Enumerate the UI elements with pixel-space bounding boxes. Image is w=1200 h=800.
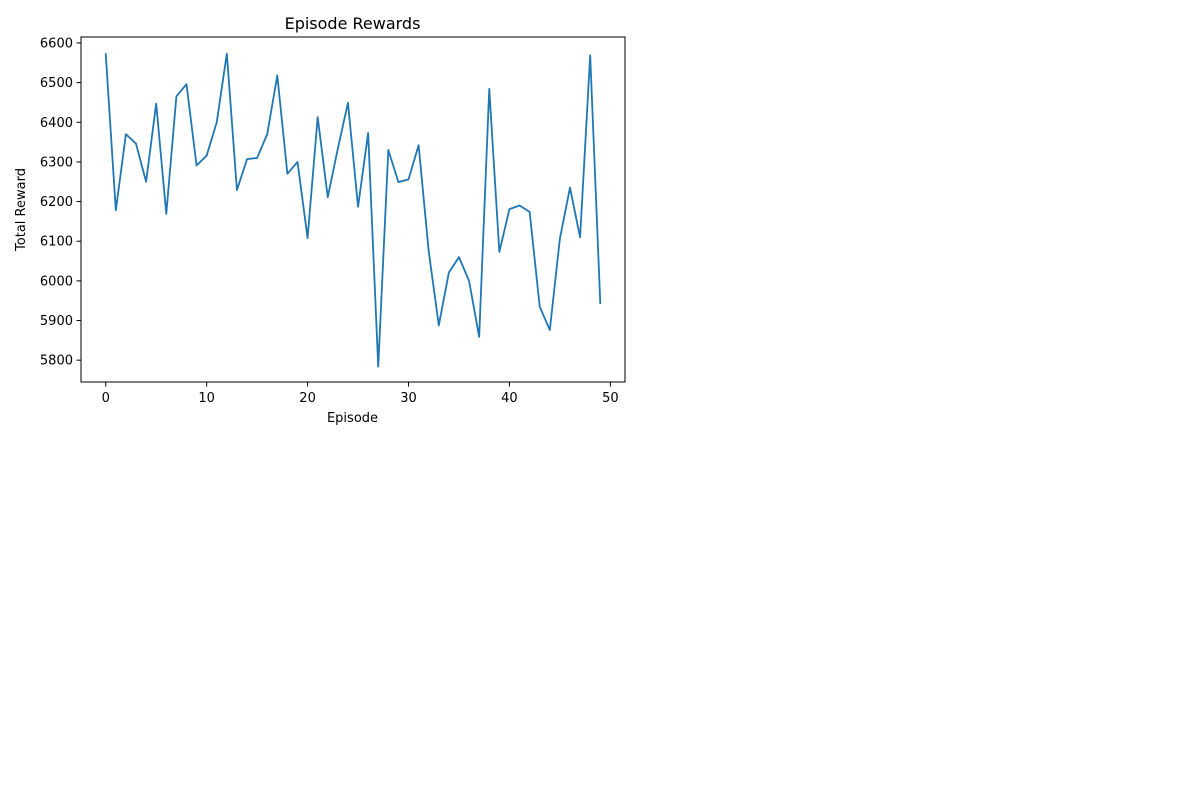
y-tick-label: 6100: [40, 235, 73, 250]
y-axis: 5800 5900 6000 6100 6200 6300 6400 6500 6600: [40, 36, 81, 369]
x-tick-label: 10: [198, 391, 215, 406]
x-axis: 0 10 20 30 40 50: [102, 382, 619, 406]
y-tick-label: 5800: [40, 354, 73, 369]
y-tick-label: 6500: [40, 76, 73, 91]
axes-frame: [80, 36, 626, 383]
x-tick-label: 20: [299, 391, 316, 406]
x-tick-label: 40: [501, 391, 518, 406]
y-axis-label: Total Reward: [14, 168, 29, 252]
y-tick-label: 5900: [40, 314, 73, 329]
y-tick-label: 6400: [40, 116, 73, 131]
y-tick-label: 6600: [40, 36, 73, 51]
y-tick-label: 6000: [40, 274, 73, 289]
x-tick-label: 30: [400, 391, 417, 406]
x-tick-label: 0: [102, 391, 110, 406]
x-tick-label: 50: [602, 391, 619, 406]
chart-title: Episode Rewards: [285, 14, 421, 33]
y-tick-label: 6200: [40, 195, 73, 210]
y-tick-label: 6300: [40, 155, 73, 170]
reward-series-line: [104, 52, 602, 368]
x-axis-label: Episode: [327, 411, 378, 426]
